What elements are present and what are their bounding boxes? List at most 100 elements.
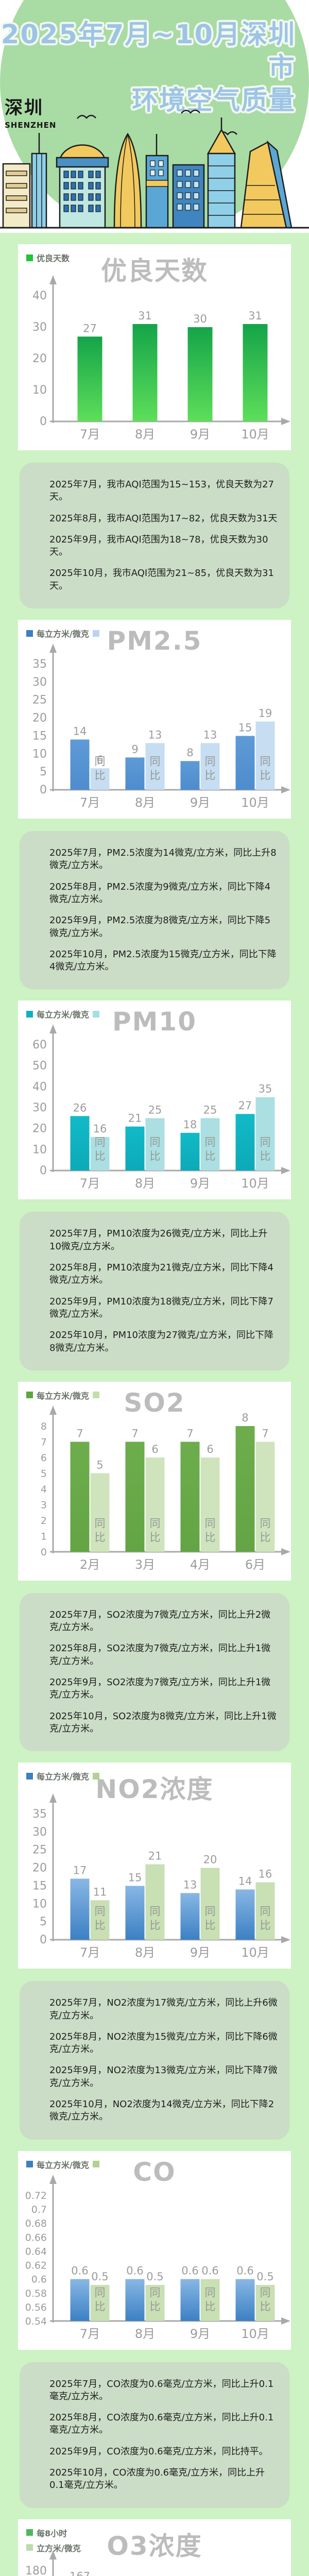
chart-legend: 每立方米/微克 [26,1008,99,1023]
bar-chart-svg: 0 10 20 30 40 27 7月 31 8月 30 9月 31 10月 [32,275,290,442]
inbar-label: 同 [260,755,271,768]
chart-card-pm10: 每立方米/微克 PM10 0 10 20 30 40 50 60 26 16 同比 7月 21 25 同比… [18,1001,291,1200]
birds-icon [77,109,237,135]
bar-prev-year-8月 [145,743,165,790]
bar-prev-year-7月 [90,768,110,790]
inbar-label: 比 [150,1531,161,1544]
report-line: 2025年7月，SO2浓度为7微克/立方米，同比上升2微克/立方米。 [49,1609,271,1633]
report-line: 2025年9月，NO2浓度为13微克/立方米，同比下降7微克/立方米。 [49,2065,278,2089]
chart-legend: 优良天数 [26,251,70,266]
bar-chart-svg: 0 5 10 15 20 25 30 35 17 11 同比 7月 15 21 同比 8月 13 20 同比 9月 14… [32,1793,290,1960]
poster-title-line1: 2025年7月~10月深圳市 [1,20,296,83]
report-line: 2025年10月，NO2浓度为14微克/立方米，同比下降2微克/立方米。 [49,2098,274,2123]
bar-prev-year-9月 [200,743,220,790]
report-line: 2025年7月，CO浓度为0.6毫克/立方米，同比上升0.1毫克/立方米。 [49,2378,274,2402]
bar-prev-year-10月 [255,1882,275,1940]
bar-prev-year-6月 [255,1442,275,1552]
report-line: 2025年8月，SO2浓度为7微克/立方米，同比上升1微克/立方米。 [49,1643,271,1667]
inbar-label: 同 [95,1136,106,1148]
chart-legend: 每8小时立方米/微克 [26,2527,81,2556]
y-tick-label: 5 [40,766,47,778]
bar-current-7月 [70,2279,90,2321]
value-label: 167 [70,2570,90,2576]
y-tick-label: 5 [41,1468,47,1479]
bar-current-8月 [132,324,158,421]
y-tick-label: 60 [32,1039,47,1052]
inbar-label: 比 [95,769,106,782]
legend-label: 立方米/微克 [37,2543,81,2553]
y-tick-label: 0.6 [31,2274,47,2285]
legend-swatch [26,1772,33,1780]
report-line: 2025年10月，CO浓度为0.6毫克/立方米，同比上升0.1毫克/立方米。 [49,2467,265,2491]
value-label: 31 [138,310,152,322]
y-tick-label: 1 [41,1531,47,1542]
value-label: 21 [128,1112,142,1125]
inbar-label: 比 [95,1150,106,1162]
bar-chart-svg: 0 1 2 3 4 5 6 7 8 7 5 同比 2月 7 6 同比 3月 7 6 同比 4月 8 7 同比 6月 [41,1405,290,1572]
legend-row: 每8小时 [26,2527,81,2539]
report-line: 2025年8月，NO2浓度为15微克/立方米，同比下降6微克/立方米。 [49,2031,278,2055]
chart-title: PM10 [112,1007,197,1037]
y-tick-label: 20 [32,352,47,365]
bar-current-3月 [125,1442,145,1552]
value-label: 8 [186,747,193,759]
x-tick-label: 3月 [135,1557,155,1572]
chart-card-good-days: 优良天数 优良天数 0 10 20 30 40 27 7月 31 8月 30 9月 31 10月 [18,244,291,450]
bar-chart-svg: 05101520253035146同比7月913同比8月813同比9月1519同… [32,643,290,810]
value-label: 11 [93,1886,107,1899]
x-tick-label: 2月 [80,1557,100,1572]
inbar-label: 比 [260,1919,271,1931]
bar-prev-year-9月 [200,2279,220,2321]
y-tick-label: 7 [41,1436,47,1448]
inbar-label: 比 [260,769,271,782]
inbar-label: 同 [150,755,161,768]
y-tick-label: 10 [32,748,47,760]
bar-prev-year-3月 [145,1457,165,1552]
chart-card-co: 每立方米/微克 CO 0.54 0.56 0.58 0.6 0.62 0.64 0.66 0.… [18,2150,291,2350]
x-tick-label: 8月 [135,1176,155,1191]
value-label: 25 [148,1104,162,1116]
y-tick-label: 8 [41,1421,47,1432]
summary-block-pm10: 2025年7月，PM10浓度为26微克/立方米，同比上升10微克/立方米。 202… [20,1212,289,1370]
inbar-label: 同 [205,1136,216,1148]
report-body: 优良天数 优良天数 0 10 20 30 40 27 7月 31 8月 30 9月 31 10月 202… [0,244,309,2576]
value-label: 15 [128,1872,142,1884]
x-tick-label: 10月 [241,427,269,442]
poster-title-line2: 环境空气质量 [131,86,296,116]
y-tick-label: 15 [32,1880,47,1893]
y-tick-label: 0 [40,1164,47,1177]
value-label: 16 [93,1123,107,1135]
value-label: 16 [259,1868,272,1880]
bar-current-7月 [70,739,90,790]
chart-title: SO2 [124,1387,185,1418]
bar-prev-year-8月 [145,1118,165,1171]
y-tick-label: 50 [32,1060,47,1073]
y-tick-label: 0.62 [25,2260,47,2271]
bar-current-9月 [187,327,213,421]
legend-row: 优良天数 [26,251,70,264]
y-tick-label: 10 [32,1897,47,1910]
chart-title: 优良天数 [101,256,208,286]
bar-chart: 0 10 20 30 40 27 7月 31 8月 30 9月 31 10月 [18,268,291,446]
legend-row: 立方米/微克 [26,2541,81,2554]
bar-chart: 0 1 2 3 4 5 6 7 8 7 5 同比 2月 7 6 同比 3月 7 6 同比 4月 8 7 同比 6月 [18,1398,291,1577]
y-tick-label: 20 [32,1123,47,1136]
value-label: 15 [238,722,252,734]
y-tick-label: 0 [40,1934,47,1946]
y-tick-label: 30 [32,1826,47,1839]
inbar-label: 同 [150,2286,161,2299]
value-label: 6 [151,1443,158,1455]
city-logo-en: SHENZHEN [5,121,57,130]
bar-current-6月 [235,1426,255,1552]
bar-prev-year-4月 [200,1457,220,1552]
chart-title: NO2浓度 [95,1774,214,1805]
report-line: 2025年10月，SO2浓度为8微克/立方米，同比上升1微克/立方米。 [49,1710,277,1734]
x-tick-label: 9月 [190,2327,210,2341]
inbar-label: 比 [205,2300,216,2313]
bar-current-10月 [235,1114,255,1171]
inbar-label: 同 [95,1905,106,1918]
legend-label: 每立方米/微克 [37,1391,89,1401]
inbar-label: 同 [150,1517,161,1530]
y-tick-label: 0.72 [25,2190,47,2201]
x-tick-label: 6月 [245,1557,265,1572]
